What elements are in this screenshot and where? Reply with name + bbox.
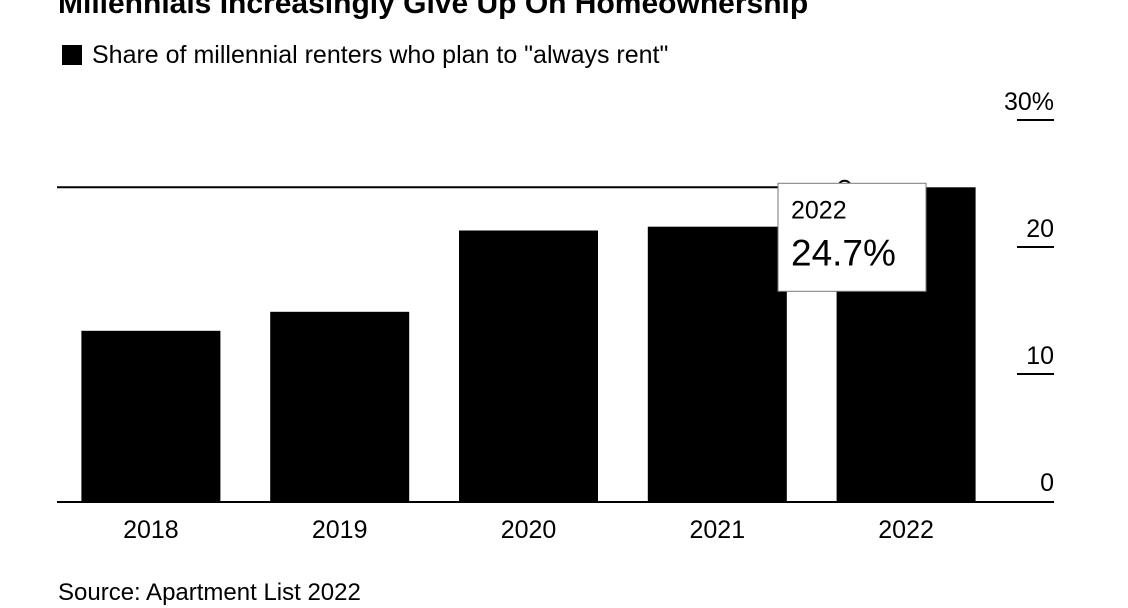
legend-swatch [62, 45, 82, 65]
legend-label: Share of millennial renters who plan to … [92, 41, 669, 69]
x-tick-label-2019: 2019 [312, 516, 368, 544]
bar-chart: 2018 2019 2020 2021 2022 0 10 20 30% 2022 24.7% [57, 88, 1054, 544]
tooltip-value: 24.7% [791, 232, 896, 273]
reference-group [57, 179, 853, 195]
bar-2021 [647, 226, 787, 501]
source-note: Source: Apartment List 2022 [58, 579, 361, 606]
chart-title: Millennials Increasingly Give Up On Home… [58, 0, 809, 20]
bars-group [81, 187, 976, 502]
x-tick-label-2022: 2022 [878, 516, 934, 544]
bar-2019 [270, 311, 410, 501]
y-tick-label-0: 0 [1040, 469, 1054, 497]
x-tick-label-2018: 2018 [123, 516, 179, 544]
y-tick-label-30: 30% [1004, 88, 1054, 116]
x-tick-label-2021: 2021 [689, 516, 745, 544]
y-tick-label-20: 20 [1026, 215, 1054, 243]
tooltip-year: 2022 [791, 196, 847, 224]
x-tick-label-2020: 2020 [501, 516, 557, 544]
tooltip: 2022 24.7% [777, 182, 927, 292]
y-axis: 0 10 20 30% [1004, 88, 1054, 497]
bar-2020 [459, 230, 598, 501]
y-tick-label-10: 10 [1026, 342, 1054, 370]
legend: Share of millennial renters who plan to … [62, 40, 668, 70]
tooltip-box [777, 182, 927, 292]
x-axis-labels: 2018 2019 2020 2021 2022 [123, 516, 934, 544]
bar-2018 [81, 330, 221, 501]
